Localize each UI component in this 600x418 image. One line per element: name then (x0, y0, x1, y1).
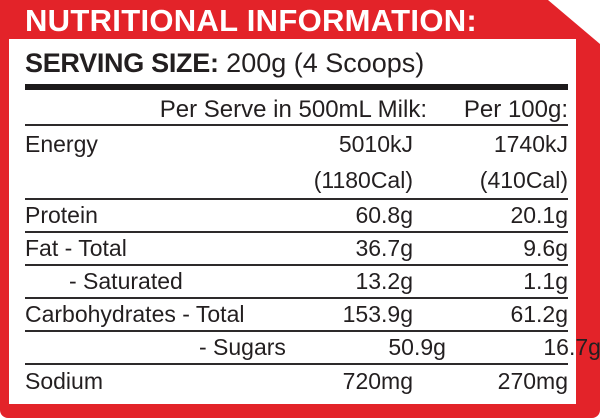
value-per-serve: 13.2g (355, 268, 413, 294)
column-header-per-100g: Per 100g: (463, 96, 568, 123)
table-row-carbohydrates-sugars: - Sugars 50.9g 16.7g (25, 332, 600, 365)
row-name: Protein (25, 202, 98, 228)
value-per-100g: 270mg (497, 368, 568, 394)
value-per-100g: 20.1g (510, 202, 568, 228)
value-per-100g: 16.7g (543, 334, 600, 360)
value-per-serve: 60.8g (355, 202, 413, 228)
serving-divider (25, 84, 568, 90)
value-per-serve: 50.9g (388, 334, 446, 360)
column-header-per-serve: Per Serve in 500mL Milk: (159, 96, 427, 123)
energy-cal-per-serve: (1180Cal) (313, 167, 413, 193)
energy-cal-per-100g: (410Cal) (479, 167, 568, 193)
table-row-sodium: Sodium 720mg 270mg (25, 365, 568, 398)
table-row-carbohydrates-total: Carbohydrates - Total 153.9g 61.2g (25, 299, 568, 332)
table-row-fat-total: Fat - Total 36.7g 9.6g (25, 233, 568, 266)
value-per-serve: 720mg (342, 368, 413, 394)
row-name: - Saturated (69, 268, 183, 294)
label-body-panel: SERVING SIZE: 200g (4 Scoops) Per Serve … (9, 39, 600, 404)
energy-kj-per-100g: 1740kJ (493, 131, 568, 157)
value-per-serve: 5010kJ (1180Cal) (253, 126, 413, 198)
value-per-100g: 61.2g (510, 301, 568, 327)
serving-size-value: 200g (4 Scoops) (226, 48, 425, 78)
value-per-serve: 36.7g (355, 235, 413, 261)
nutrition-info-title: NUTRITIONAL INFORMATION: (25, 3, 478, 38)
serving-size-label: SERVING SIZE: (25, 48, 219, 78)
table-header-row: Per Serve in 500mL Milk: Per 100g: (25, 95, 568, 126)
table-row-protein: Protein 60.8g 20.1g (25, 200, 568, 233)
row-name: Sodium (25, 368, 103, 394)
value-per-serve: 153.9g (342, 301, 413, 327)
table-row-energy: Energy 5010kJ (1180Cal) 1740kJ (410Cal) (25, 126, 568, 200)
row-name: Carbohydrates - Total (25, 301, 245, 327)
row-name: Fat - Total (25, 235, 127, 261)
energy-kj-per-serve: 5010kJ (338, 131, 413, 157)
serving-size-line: SERVING SIZE: 200g (4 Scoops) (25, 47, 568, 79)
row-name: Energy (25, 131, 98, 157)
value-per-100g: 9.6g (523, 235, 568, 261)
row-name: - Sugars (199, 334, 286, 360)
value-per-100g: 1.1g (523, 268, 568, 294)
value-per-100g: 1740kJ (410Cal) (413, 126, 568, 198)
table-row-fat-saturated: - Saturated 13.2g 1.1g (25, 266, 568, 299)
